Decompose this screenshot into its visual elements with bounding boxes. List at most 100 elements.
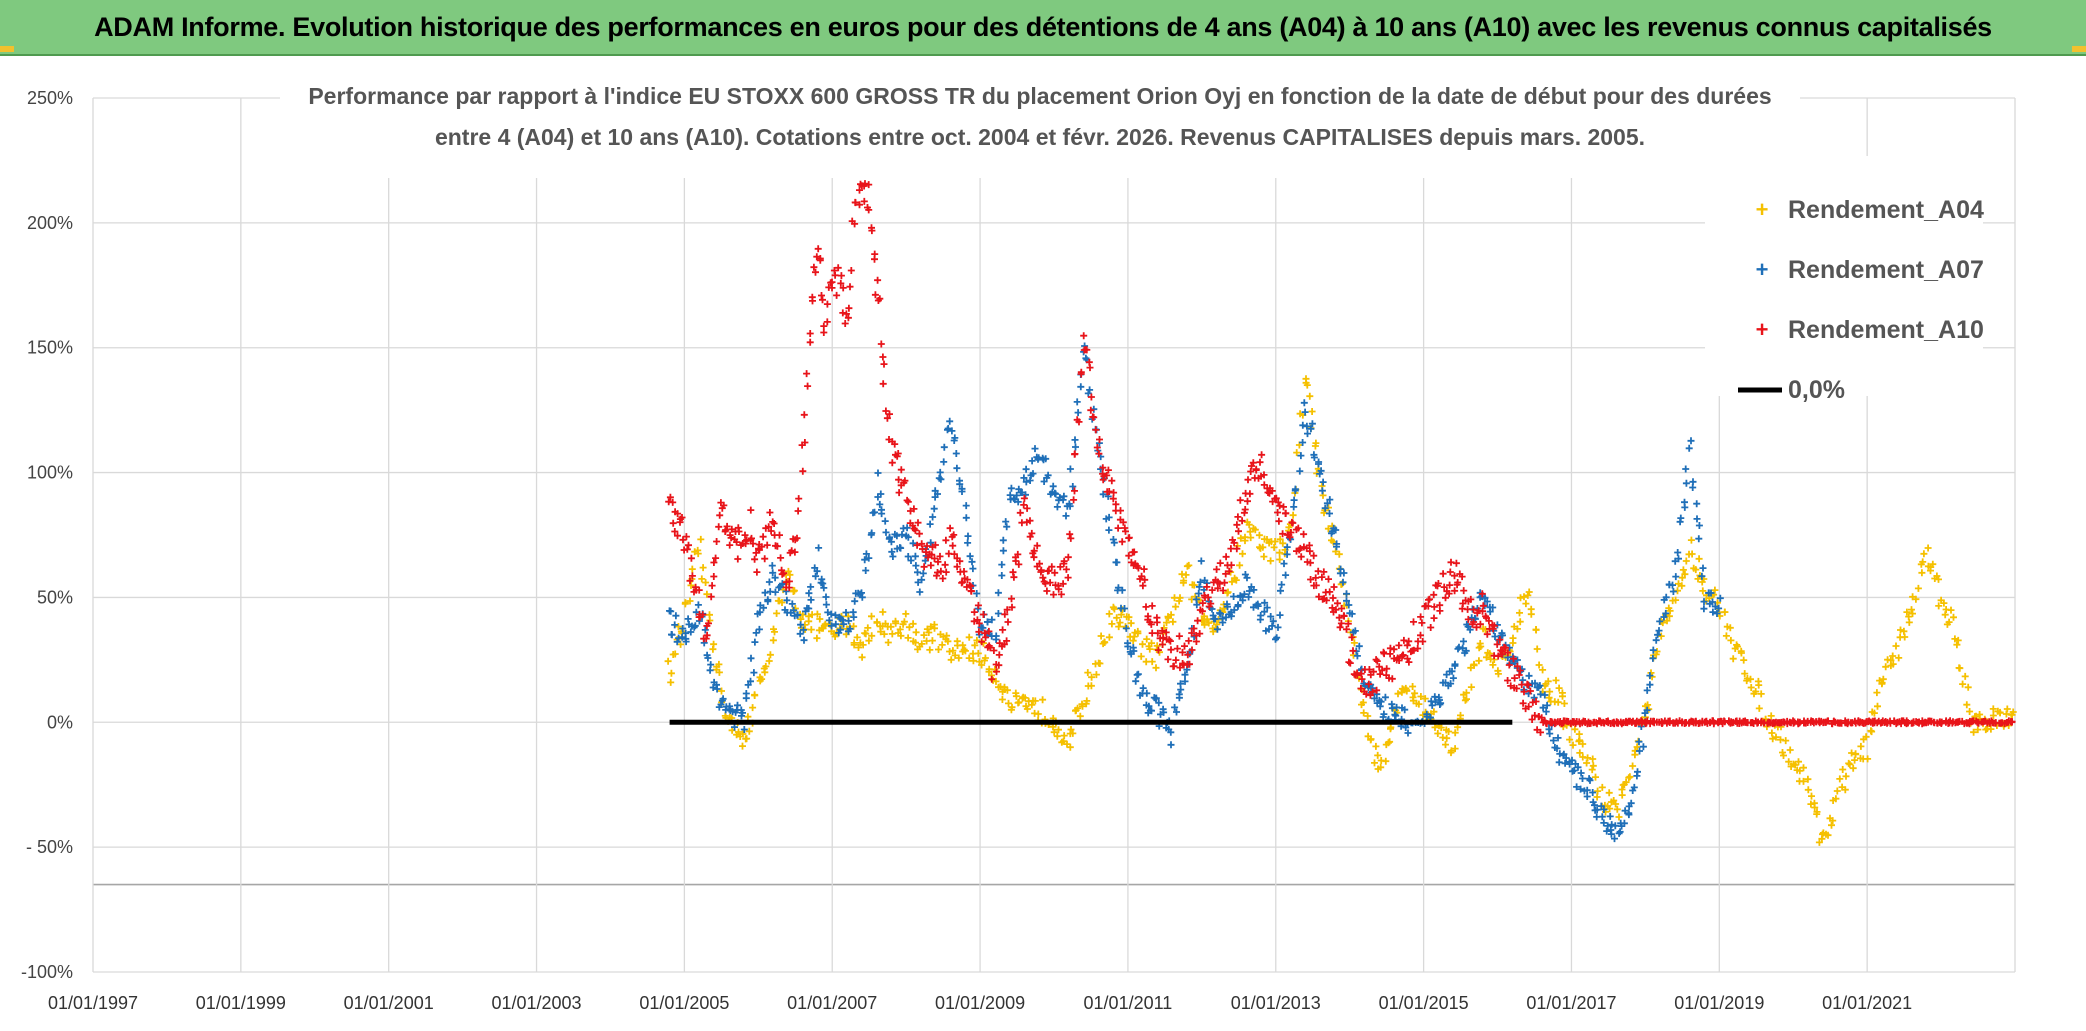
a04-point — [1669, 597, 1677, 605]
a10-point — [1207, 600, 1215, 608]
a07-point — [704, 654, 712, 662]
a07-point — [1304, 430, 1311, 438]
a07-point — [1086, 386, 1094, 394]
a07-point — [1267, 613, 1275, 620]
x-tick-label: 01/01/2003 — [491, 993, 581, 1013]
a07-point — [1700, 598, 1708, 606]
a07-point — [1213, 625, 1221, 633]
a10-point — [953, 563, 961, 571]
a07-point — [1007, 484, 1015, 492]
a10-point — [1274, 509, 1282, 516]
legend-label-a04: Rendement_A04 — [1788, 196, 1984, 224]
a04-point — [1394, 690, 1402, 698]
a10-point — [1125, 552, 1133, 560]
a04-point — [1963, 701, 1971, 709]
a04-point — [739, 742, 746, 750]
a10-point — [1531, 712, 1539, 719]
a07-point — [779, 580, 787, 588]
a04-point — [905, 623, 913, 631]
a04-point — [1996, 708, 2004, 716]
a04-point — [1782, 737, 1790, 745]
a10-point — [2008, 718, 2016, 726]
a10-point — [777, 554, 785, 562]
a07-point — [968, 558, 976, 566]
a04-point — [1829, 817, 1837, 825]
a07-point — [1077, 383, 1085, 391]
a07-point — [1348, 610, 1356, 618]
a10-point — [1349, 647, 1357, 655]
a04-point — [1552, 676, 1560, 684]
a10-point — [1464, 605, 1472, 613]
a07-point — [1685, 444, 1693, 452]
a04-point — [1431, 723, 1439, 731]
a07-point — [1525, 672, 1533, 680]
a10-point — [861, 180, 869, 188]
a10-point — [979, 611, 987, 618]
a10-point — [1249, 459, 1257, 467]
a10-point — [1085, 358, 1093, 366]
a10-point — [1148, 602, 1156, 610]
a10-point — [751, 555, 759, 563]
a07-point — [796, 630, 804, 638]
a10-point — [1219, 587, 1227, 594]
a07-point — [876, 500, 884, 508]
a04-point — [1845, 759, 1853, 767]
a07-point — [930, 505, 938, 513]
a10-point — [1167, 646, 1175, 654]
a04-point — [1889, 652, 1897, 660]
a07-point — [771, 588, 779, 596]
a04-point — [1142, 658, 1150, 666]
a04-point — [1167, 611, 1175, 619]
a07-point — [822, 601, 830, 609]
a10-point — [856, 186, 863, 194]
x-axis-ticks: 01/01/1997 01/01/1999 01/01/2001 01/01/2003… — [48, 993, 1912, 1013]
a07-point — [881, 517, 889, 525]
a10-point — [1532, 698, 1540, 705]
a07-point — [800, 626, 807, 634]
a10-point — [1050, 591, 1057, 599]
a10-point — [911, 526, 919, 534]
a07-point — [896, 544, 904, 552]
a07-point — [1699, 564, 1707, 572]
a07-point — [1541, 691, 1549, 699]
a10-point — [1275, 517, 1283, 525]
a10-point — [1188, 629, 1196, 637]
a04-point — [1653, 648, 1661, 655]
a07-point — [898, 531, 906, 539]
a04-point — [1533, 645, 1541, 653]
a07-point — [1290, 496, 1298, 504]
legend-label-zero: 0,0% — [1788, 376, 1845, 404]
a10-point — [1045, 567, 1053, 575]
a07-point — [1583, 793, 1591, 800]
a04-point — [715, 668, 723, 676]
a10-point — [1458, 573, 1466, 581]
a07-point — [1171, 703, 1179, 711]
a10-point — [1244, 497, 1251, 505]
a07-point — [1700, 605, 1708, 613]
a04-point — [667, 669, 675, 677]
a04-point — [1839, 766, 1847, 773]
a04-point — [858, 653, 866, 661]
a07-point — [1195, 583, 1203, 591]
a07-point — [1432, 698, 1439, 706]
a10-point — [723, 522, 731, 530]
a07-point — [1173, 708, 1180, 716]
a10-point — [761, 555, 769, 563]
a04-point — [960, 646, 968, 654]
a04-point — [1088, 673, 1096, 681]
a10-point — [710, 559, 718, 566]
a07-point — [1621, 807, 1629, 815]
a10-point — [1159, 641, 1166, 648]
a10-point — [1169, 662, 1177, 670]
a10-point — [726, 541, 734, 549]
a04-point — [1851, 756, 1859, 764]
a10-point — [913, 541, 921, 549]
a10-point — [1418, 619, 1426, 627]
y-tick-label: 200% — [27, 213, 73, 233]
a07-point — [1069, 483, 1077, 490]
a10-point — [934, 558, 942, 566]
a07-point — [940, 458, 948, 466]
a07-point — [1146, 707, 1154, 714]
a07-point — [994, 610, 1002, 617]
a07-point — [1060, 492, 1068, 500]
